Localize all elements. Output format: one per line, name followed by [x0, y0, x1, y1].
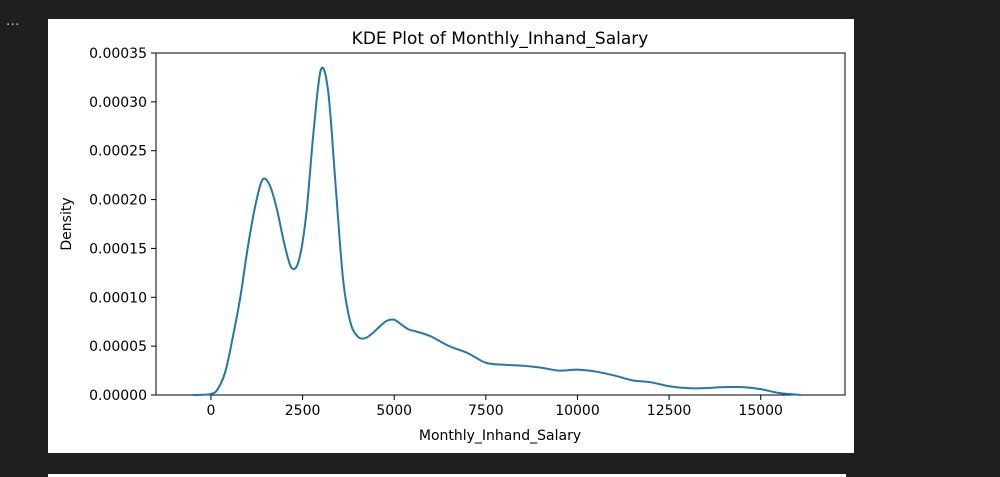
chart-figure: KDE Plot of Monthly_Inhand_Salary 0 2500 5…: [48, 19, 854, 453]
y-axis: 0.00000 0.00005 0.00010 0.00015 0.00020 0.000…: [89, 46, 156, 404]
x-tick-label: 5000: [376, 403, 412, 419]
x-tick-label: 2500: [285, 403, 321, 419]
x-tick-label: 0: [207, 403, 216, 419]
x-tick-label: 10000: [555, 403, 600, 419]
y-tick-label: 0.00025: [89, 144, 147, 160]
y-tick-label: 0.00015: [89, 241, 147, 257]
x-tick-label: 15000: [738, 403, 783, 419]
cell-more-menu[interactable]: ...: [6, 14, 20, 29]
kde-chart: KDE Plot of Monthly_Inhand_Salary 0 2500 5…: [59, 29, 846, 444]
y-tick-label: 0.00030: [89, 95, 147, 111]
chart-title: KDE Plot of Monthly_Inhand_Salary: [352, 29, 649, 49]
y-axis-label: Density: [59, 197, 75, 250]
y-tick-label: 0.00020: [89, 193, 147, 209]
plot-frame: [155, 52, 846, 396]
y-tick-label: 0.00005: [89, 339, 147, 355]
x-tick-label: 12500: [647, 403, 692, 419]
y-tick-label: 0.00035: [89, 46, 147, 62]
next-output-cell: [48, 474, 846, 477]
x-axis-label: Monthly_Inhand_Salary: [419, 428, 581, 444]
kde-curve: [192, 66, 802, 396]
y-tick-label: 0.00000: [89, 388, 147, 404]
y-tick-label: 0.00010: [89, 290, 147, 306]
x-tick-label: 7500: [468, 403, 504, 419]
x-axis: 0 2500 5000 7500 10000 12500 15000: [207, 395, 783, 419]
